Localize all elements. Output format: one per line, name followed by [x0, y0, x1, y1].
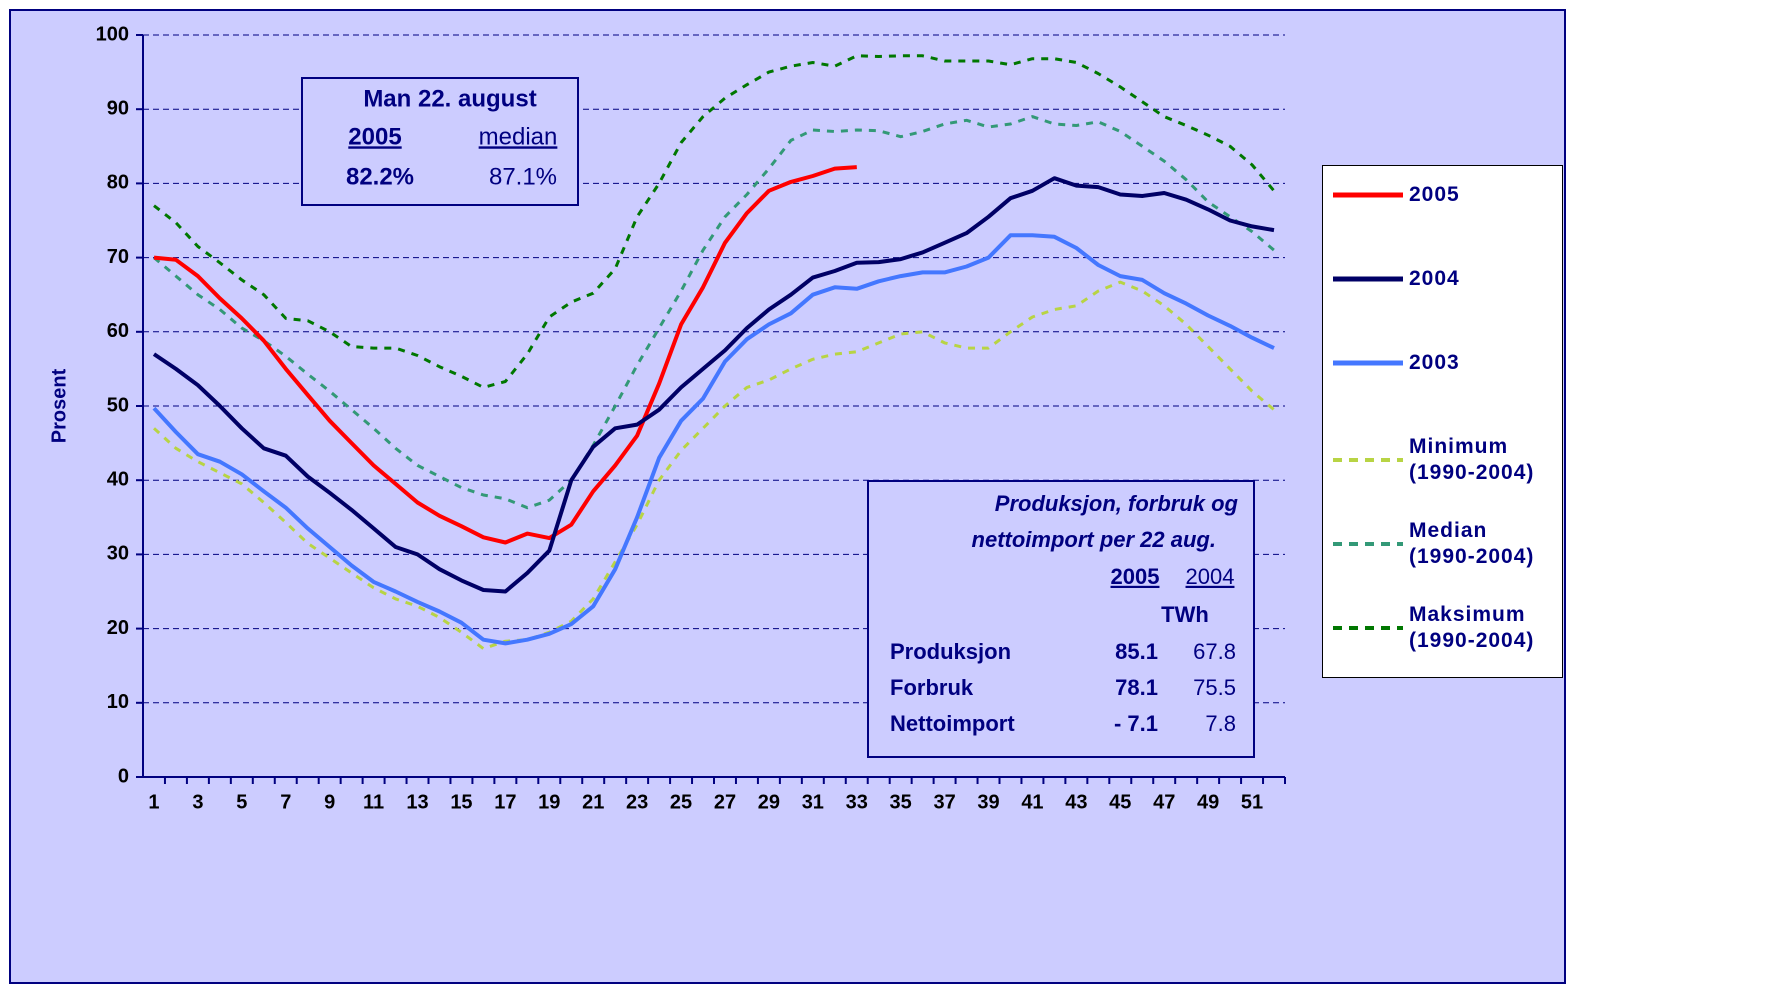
legend-swatch — [1333, 626, 1403, 630]
x-tick-label: 35 — [890, 791, 912, 813]
legend-swatch — [1333, 276, 1403, 282]
x-tick-label: 3 — [192, 791, 203, 813]
y-axis-label: Prosent — [48, 368, 70, 443]
x-tick-label: 39 — [977, 791, 999, 813]
table-cell: 7.8 — [1205, 711, 1236, 736]
table-unit: TWh — [1161, 602, 1209, 627]
x-tick-label: 21 — [582, 791, 604, 813]
legend-swatch — [1333, 192, 1403, 198]
table-row-label: Forbruk — [890, 675, 974, 700]
info-header: 2005 — [348, 123, 401, 150]
series-line — [152, 176, 1275, 594]
y-tick-label: 80 — [107, 172, 129, 194]
legend: 2005 2004 2003 Minimum (1990-2004) Median (1… — [1322, 165, 1563, 678]
y-tick-label: 70 — [107, 246, 129, 268]
legend-label: 2004 — [1409, 267, 1460, 290]
series-line — [152, 280, 1275, 651]
legend-label: Maksimum (1990-2004) — [1409, 603, 1535, 652]
y-tick-label: 60 — [107, 320, 129, 342]
legend-label: Median (1990-2004) — [1409, 519, 1535, 568]
series-line — [152, 233, 1275, 646]
x-tick-label: 47 — [1153, 791, 1175, 813]
info-box-frame — [301, 77, 579, 206]
y-tick-label: 100 — [96, 23, 129, 45]
y-tick-label: 40 — [107, 468, 129, 490]
x-tick-label: 27 — [714, 791, 736, 813]
legend-swatch — [1333, 458, 1403, 462]
x-tick-label: 1 — [148, 791, 159, 813]
legend-item: 2004 — [1333, 266, 1559, 292]
legend-item: 2003 — [1333, 350, 1559, 376]
table-header: 2005 — [1111, 564, 1160, 589]
table-title: nettoimport per 22 aug. — [972, 527, 1216, 552]
info-title: Man 22. august — [363, 85, 536, 112]
x-tick-label: 29 — [758, 791, 780, 813]
x-tick-label: 31 — [802, 791, 824, 813]
table-cell: 85.1 — [1115, 639, 1158, 664]
y-tick-label: 0 — [118, 765, 129, 787]
legend-item: Minimum (1990-2004) — [1333, 434, 1559, 486]
table-header: 2004 — [1186, 564, 1235, 589]
y-tick-label: 50 — [107, 394, 129, 416]
series-line — [153, 165, 857, 545]
info-box: Man 22. august 2005 median 82.2% 87.1% — [301, 77, 579, 206]
x-tick-label: 7 — [280, 791, 291, 813]
x-tick-label: 49 — [1197, 791, 1219, 813]
table-box: Produksjon, forbruk og nettoimport per 2… — [867, 480, 1255, 758]
legend-label: 2003 — [1409, 351, 1460, 374]
x-tick-label: 37 — [933, 791, 955, 813]
x-tick-label: 15 — [450, 791, 472, 813]
legend-item: Maksimum (1990-2004) — [1333, 602, 1559, 654]
y-tick-label: 30 — [107, 543, 129, 565]
x-tick-label: 9 — [324, 791, 335, 813]
x-tick-label: 13 — [406, 791, 428, 813]
series-line — [153, 115, 1275, 510]
legend-label: 2005 — [1409, 183, 1460, 206]
x-tick-label: 19 — [538, 791, 560, 813]
x-tick-label: 25 — [670, 791, 692, 813]
x-tick-label: 23 — [626, 791, 648, 813]
table-row-label: Produksjon — [890, 639, 1011, 664]
legend-swatch — [1333, 360, 1403, 366]
table-cell: 67.8 — [1193, 639, 1236, 664]
y-tick-label: 90 — [107, 97, 129, 119]
table-title: Produksjon, forbruk og — [995, 491, 1239, 516]
table-cell: - 7.1 — [1114, 711, 1158, 736]
legend-swatch — [1333, 542, 1403, 546]
x-tick-label: 17 — [494, 791, 516, 813]
table-box-frame — [867, 480, 1255, 758]
x-tick-label: 51 — [1241, 791, 1263, 813]
info-value: 82.2% — [346, 163, 414, 190]
x-tick-label: 5 — [236, 791, 247, 813]
y-tick-label: 20 — [107, 617, 129, 639]
table-cell: 75.5 — [1193, 675, 1236, 700]
x-tick-label: 45 — [1109, 791, 1131, 813]
info-header: median — [479, 123, 558, 150]
info-value: 87.1% — [489, 163, 557, 190]
legend-item: 2005 — [1333, 182, 1559, 208]
x-tick-label: 41 — [1021, 791, 1043, 813]
table-cell: 78.1 — [1115, 675, 1158, 700]
table-row-label: Nettoimport — [890, 711, 1015, 736]
legend-item: Median (1990-2004) — [1333, 518, 1559, 570]
y-tick-label: 10 — [107, 691, 129, 713]
legend-label: Minimum (1990-2004) — [1409, 435, 1535, 484]
series-line — [153, 54, 1276, 389]
x-tick-label: 11 — [363, 791, 384, 813]
x-tick-label: 33 — [846, 791, 868, 813]
x-tick-label: 43 — [1065, 791, 1087, 813]
